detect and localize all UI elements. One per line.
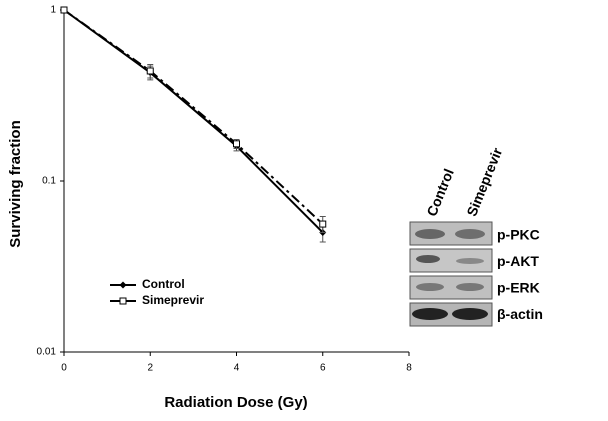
x-tick-label: 2	[147, 363, 153, 374]
blot-column-label: Simeprevir	[463, 145, 505, 219]
blot-row-label: p-PKC	[497, 227, 540, 243]
x-tick-label: 4	[234, 363, 240, 374]
series-line	[63, 9, 324, 225]
legend-marker	[119, 281, 127, 289]
y-axis-label: Surviving fraction	[7, 120, 24, 248]
legend-marker	[119, 297, 127, 305]
series-line	[63, 9, 324, 234]
x-axis-label: Radiation Dose (Gy)	[164, 394, 307, 411]
y-tick-label: 0.1	[42, 176, 56, 187]
blot-column-label: Control	[423, 166, 456, 218]
y-tick-label: 0.01	[37, 347, 57, 358]
point	[319, 220, 327, 228]
y-tick-label: 1	[50, 5, 56, 16]
point	[146, 67, 154, 75]
blot-row-label: p-AKT	[497, 253, 539, 269]
point	[233, 140, 240, 148]
legend-label: Simeprevir	[142, 293, 204, 307]
x-tick-label: 6	[320, 363, 326, 374]
x-tick-label: 8	[406, 363, 412, 374]
point	[60, 6, 68, 14]
legend-label: Control	[142, 277, 185, 291]
blot-row-label: β-actin	[497, 306, 543, 322]
x-tick-label: 0	[61, 363, 67, 374]
blot-row-label: p-ERK	[497, 280, 540, 296]
blot-image	[409, 221, 493, 327]
